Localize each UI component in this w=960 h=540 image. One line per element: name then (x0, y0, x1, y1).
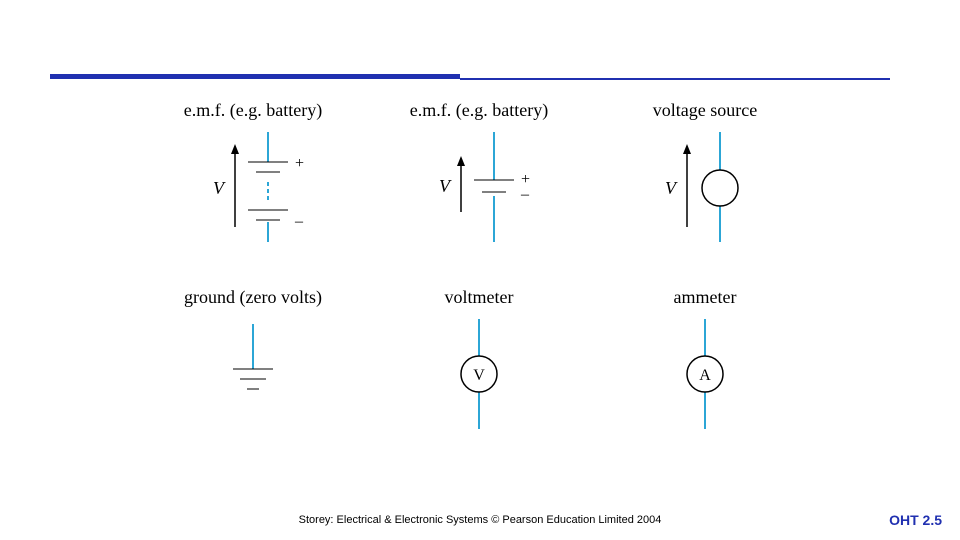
symbol-ground (140, 314, 366, 434)
ammeter-letter: A (699, 367, 711, 384)
header-rule-thin (460, 78, 890, 80)
symbol-ammeter: A (592, 314, 818, 434)
symbol-emf-1: + – V (140, 127, 366, 247)
voltmeter-letter: V (473, 367, 485, 384)
minus-label: – (294, 213, 304, 230)
oht-label: OHT 2.5 (889, 512, 942, 528)
ground-icon (193, 324, 313, 424)
symbol-grid: e.m.f. (e.g. battery) + – (140, 100, 820, 434)
symbol-vsource: V (592, 127, 818, 247)
cell-voltmeter: voltmeter V (366, 287, 592, 434)
title-ground: ground (zero volts) (140, 287, 366, 308)
cell-ground: ground (zero volts) (140, 287, 366, 434)
voltmeter-icon: V (419, 319, 539, 429)
title-vsource: voltage source (592, 100, 818, 121)
v-label: V (213, 178, 226, 198)
emf-battery-icon: + – V (173, 132, 333, 242)
cell-voltage-source: voltage source V (592, 100, 818, 247)
v-label: V (439, 176, 452, 196)
cell-ammeter: ammeter A (592, 287, 818, 434)
footer-text: Storey: Electrical & Electronic Systems … (0, 514, 960, 526)
title-emf-2: e.m.f. (e.g. battery) (366, 100, 592, 121)
cell-emf-battery-2: e.m.f. (e.g. battery) + – V (366, 100, 592, 247)
emf-single-cell-icon: + – V (399, 132, 559, 242)
title-ammeter: ammeter (592, 287, 818, 308)
cell-emf-battery-1: e.m.f. (e.g. battery) + – (140, 100, 366, 247)
v-label: V (665, 178, 678, 198)
plus-label: + (295, 155, 304, 172)
symbol-voltmeter: V (366, 314, 592, 434)
minus-label: – (520, 186, 530, 203)
header-rule-thick (50, 74, 460, 79)
symbol-emf-2: + – V (366, 127, 592, 247)
voltage-source-icon: V (625, 132, 785, 242)
ammeter-icon: A (645, 319, 765, 429)
title-emf-1: e.m.f. (e.g. battery) (140, 100, 366, 121)
title-voltmeter: voltmeter (366, 287, 592, 308)
